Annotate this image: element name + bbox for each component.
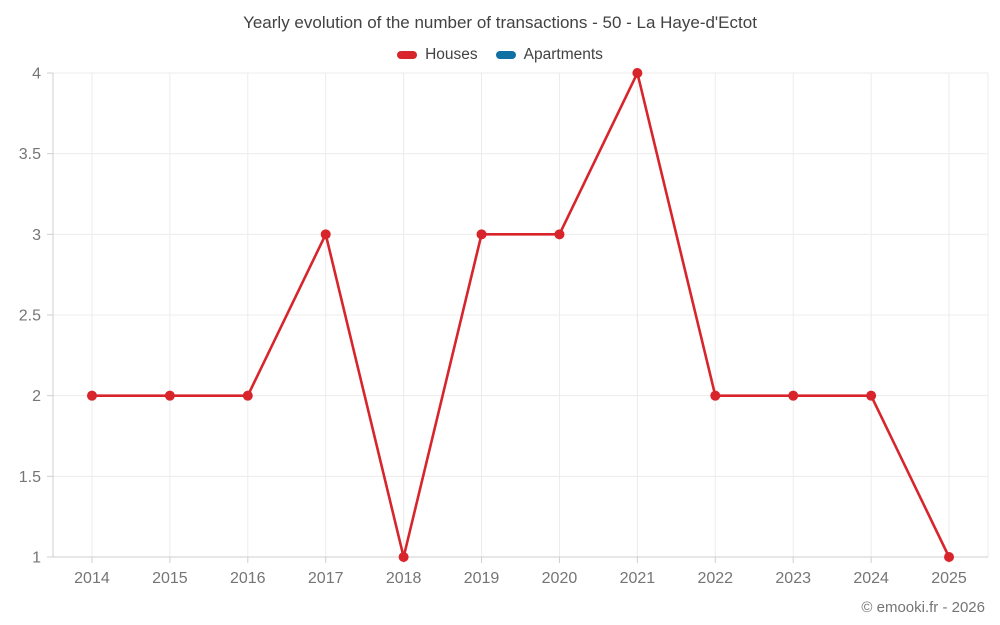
x-axis-tick-label: 2015 — [152, 570, 188, 587]
x-axis-tick-label: 2022 — [697, 570, 733, 587]
houses-data-point-marker[interactable] — [554, 229, 565, 240]
x-axis-tick-label: 2020 — [542, 570, 578, 587]
x-axis-tick-label: 2019 — [464, 570, 500, 587]
legend: Houses Apartments — [0, 46, 1000, 64]
x-axis-tick-label: 2025 — [931, 570, 967, 587]
y-axis-tick-label: 2.5 — [19, 308, 41, 325]
legend-item-apartments[interactable]: Apartments — [495, 46, 603, 64]
x-axis-tick-label: 2014 — [74, 570, 110, 587]
y-axis-tick-label: 1.5 — [19, 469, 41, 486]
houses-data-point-marker[interactable] — [632, 68, 643, 78]
houses-data-point-marker[interactable] — [866, 390, 877, 401]
x-axis-tick-label: 2024 — [853, 570, 889, 587]
y-axis-tick-label: 4 — [32, 66, 41, 83]
y-axis-tick-label: 3 — [32, 227, 41, 244]
x-axis-tick-label: 2017 — [308, 570, 344, 587]
legend-item-houses[interactable]: Houses — [397, 46, 478, 64]
houses-data-point-marker[interactable] — [788, 390, 799, 401]
y-axis-tick-label: 3.5 — [19, 146, 41, 163]
chart-title: Yearly evolution of the number of transa… — [243, 13, 757, 32]
houses-data-point-marker[interactable] — [242, 390, 253, 401]
x-axis-tick-label: 2021 — [620, 570, 656, 587]
houses-data-point-marker[interactable] — [944, 552, 955, 562]
x-axis-tick-label: 2018 — [386, 570, 422, 587]
apartments-legend-swatch-icon — [495, 51, 516, 59]
houses-data-point-marker[interactable] — [476, 229, 487, 240]
apartments-legend-label: Apartments — [523, 46, 603, 63]
houses-legend-label: Houses — [425, 46, 478, 63]
houses-series-line — [90, 71, 951, 559]
houses-data-point-marker[interactable] — [398, 552, 409, 562]
y-axis-tick-label: 2 — [32, 388, 41, 405]
x-axis-tick-label: 2016 — [230, 570, 266, 587]
houses-data-point-marker[interactable] — [164, 390, 175, 401]
houses-data-point-marker[interactable] — [86, 390, 97, 401]
houses-data-point-marker[interactable] — [710, 390, 721, 401]
houses-legend-swatch-icon — [397, 51, 418, 59]
houses-data-point-marker[interactable] — [320, 229, 331, 240]
y-axis-tick-label: 1 — [32, 550, 41, 567]
copyright-footer: © emooki.fr - 2026 — [861, 599, 985, 616]
x-axis-tick-label: 2023 — [775, 570, 811, 587]
